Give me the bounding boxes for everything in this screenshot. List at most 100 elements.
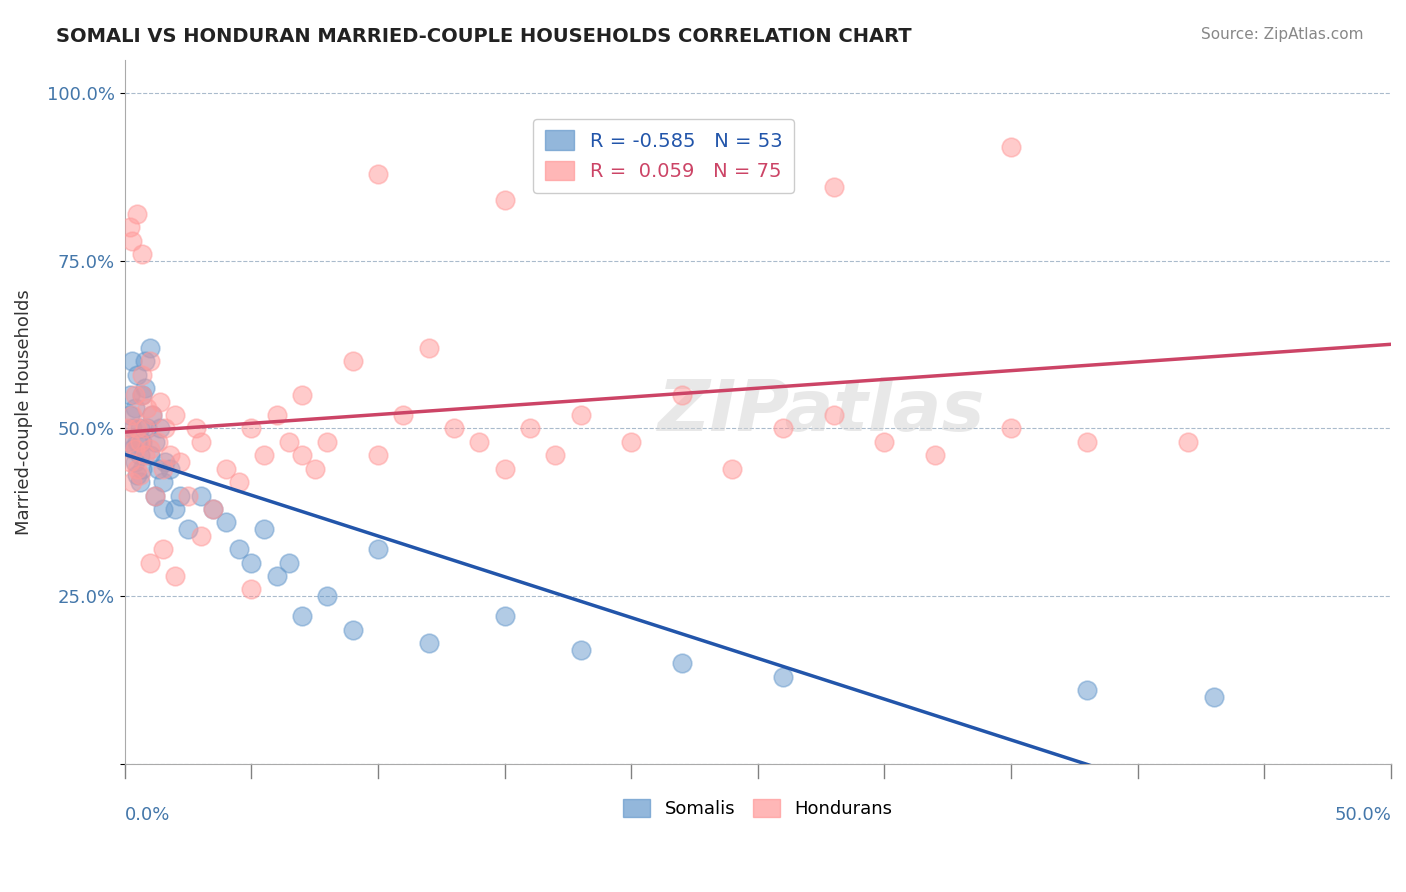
Point — [139, 448, 162, 462]
Point — [127, 368, 149, 382]
Point — [671, 657, 693, 671]
Point — [143, 489, 166, 503]
Point — [128, 421, 150, 435]
Point — [291, 609, 314, 624]
Point — [152, 542, 174, 557]
Point — [367, 542, 389, 557]
Point — [772, 421, 794, 435]
Point — [278, 434, 301, 449]
Point — [177, 489, 200, 503]
Point — [190, 434, 212, 449]
Point — [124, 388, 146, 402]
Point — [468, 434, 491, 449]
Point — [190, 529, 212, 543]
Point — [519, 421, 541, 435]
Point — [141, 408, 163, 422]
Point — [291, 448, 314, 462]
Text: 50.0%: 50.0% — [1334, 806, 1391, 824]
Point — [121, 354, 143, 368]
Point — [342, 623, 364, 637]
Point — [291, 388, 314, 402]
Point — [823, 180, 845, 194]
Point — [165, 502, 187, 516]
Point — [152, 461, 174, 475]
Point — [131, 461, 153, 475]
Point — [1000, 421, 1022, 435]
Legend: Somalis, Hondurans: Somalis, Hondurans — [616, 791, 900, 825]
Point — [134, 421, 156, 435]
Point — [544, 448, 567, 462]
Point — [569, 408, 592, 422]
Point — [342, 354, 364, 368]
Point — [139, 442, 162, 456]
Point — [121, 234, 143, 248]
Point — [165, 408, 187, 422]
Point — [127, 468, 149, 483]
Point — [240, 556, 263, 570]
Point — [620, 434, 643, 449]
Point — [190, 489, 212, 503]
Point — [367, 167, 389, 181]
Point — [159, 448, 181, 462]
Point — [131, 388, 153, 402]
Point — [121, 421, 143, 435]
Point — [165, 569, 187, 583]
Point — [153, 421, 176, 435]
Point — [1076, 683, 1098, 698]
Point — [392, 408, 415, 422]
Point — [131, 434, 153, 449]
Point — [494, 461, 516, 475]
Point — [418, 636, 440, 650]
Point — [494, 609, 516, 624]
Point — [202, 502, 225, 516]
Point — [118, 455, 141, 469]
Point — [721, 461, 744, 475]
Point — [266, 408, 288, 422]
Point — [443, 421, 465, 435]
Point — [620, 153, 643, 168]
Point — [316, 589, 339, 603]
Point — [134, 354, 156, 368]
Point — [128, 475, 150, 490]
Point — [128, 468, 150, 483]
Point — [228, 475, 250, 490]
Point — [143, 489, 166, 503]
Point — [118, 388, 141, 402]
Point — [115, 421, 138, 435]
Text: Source: ZipAtlas.com: Source: ZipAtlas.com — [1201, 27, 1364, 42]
Point — [153, 455, 176, 469]
Point — [124, 401, 146, 416]
Point — [136, 401, 159, 416]
Point — [823, 408, 845, 422]
Point — [127, 421, 149, 435]
Point — [131, 388, 153, 402]
Point — [418, 341, 440, 355]
Point — [924, 448, 946, 462]
Point — [131, 247, 153, 261]
Point — [215, 516, 238, 530]
Text: SOMALI VS HONDURAN MARRIED-COUPLE HOUSEHOLDS CORRELATION CHART: SOMALI VS HONDURAN MARRIED-COUPLE HOUSEH… — [56, 27, 912, 45]
Point — [240, 582, 263, 597]
Point — [128, 434, 150, 449]
Point — [136, 421, 159, 435]
Point — [1177, 434, 1199, 449]
Point — [169, 489, 191, 503]
Point — [367, 448, 389, 462]
Point — [139, 341, 162, 355]
Point — [494, 194, 516, 208]
Point — [184, 421, 207, 435]
Point — [127, 207, 149, 221]
Point — [139, 556, 162, 570]
Point — [134, 381, 156, 395]
Point — [118, 408, 141, 422]
Point — [139, 354, 162, 368]
Point — [127, 434, 149, 449]
Point — [146, 461, 169, 475]
Point — [253, 448, 276, 462]
Point — [228, 542, 250, 557]
Point — [1000, 140, 1022, 154]
Point — [115, 434, 138, 449]
Point — [146, 434, 169, 449]
Text: 0.0%: 0.0% — [125, 806, 170, 824]
Point — [569, 642, 592, 657]
